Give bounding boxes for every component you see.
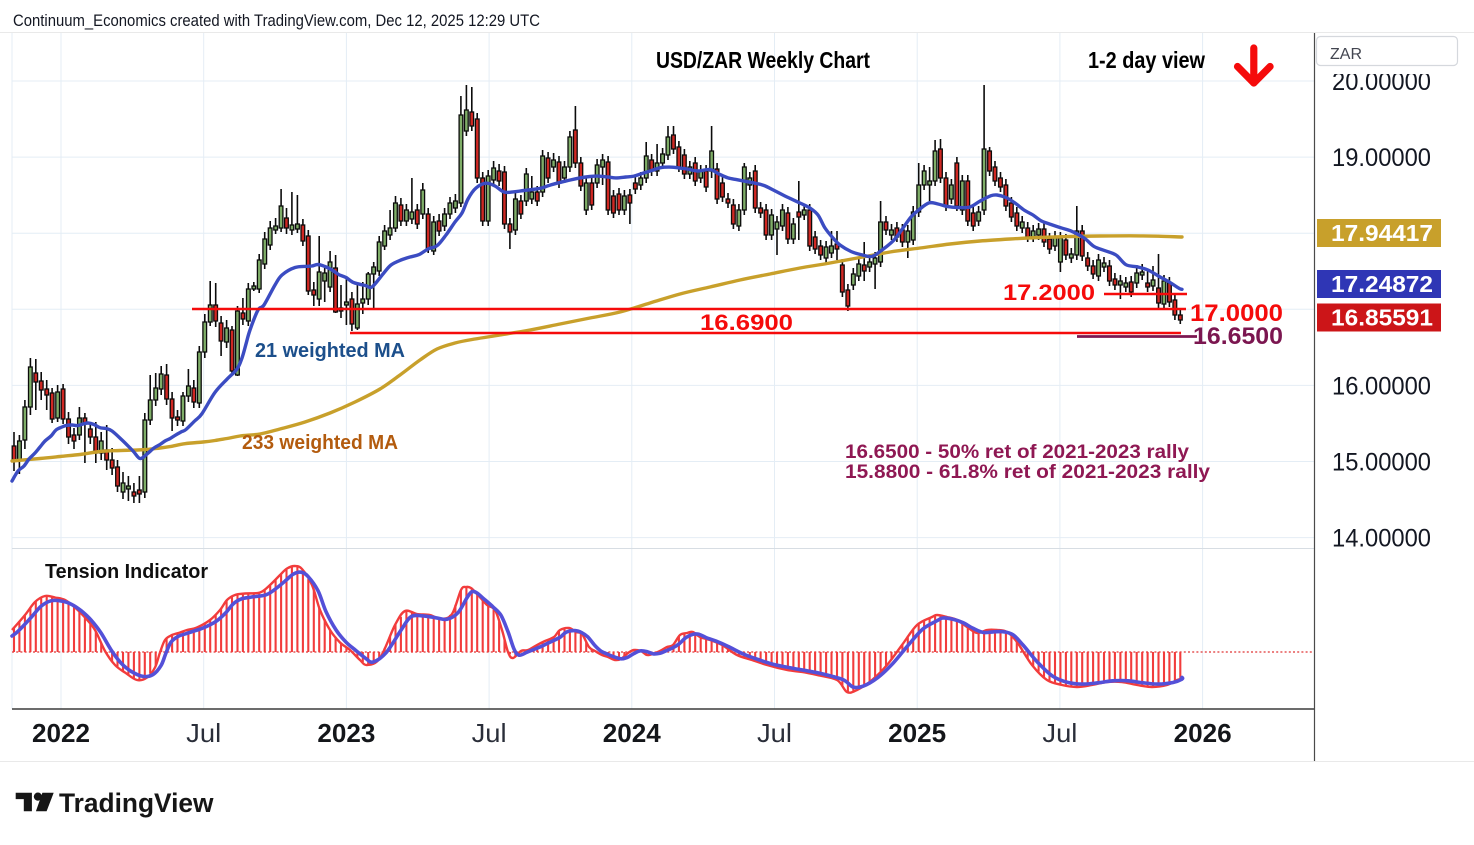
svg-text:1-2 day view: 1-2 day view — [1088, 47, 1205, 73]
svg-text:17.2000: 17.2000 — [1003, 280, 1095, 305]
svg-text:14.00000: 14.00000 — [1332, 525, 1431, 553]
svg-text:TradingView: TradingView — [59, 788, 214, 818]
svg-text:Continuum_Economics created wi: Continuum_Economics created with Trading… — [13, 12, 540, 30]
svg-text:2025: 2025 — [888, 718, 946, 748]
svg-text:Jul: Jul — [757, 718, 792, 748]
svg-text:16.6500 - 50% ret of 2021-2023: 16.6500 - 50% ret of 2021-2023 rally — [845, 442, 1189, 463]
svg-text:16.00000: 16.00000 — [1332, 372, 1431, 400]
svg-text:Jul: Jul — [186, 718, 221, 748]
svg-text:21 weighted MA: 21 weighted MA — [255, 340, 405, 362]
svg-text:Tension Indicator: Tension Indicator — [45, 561, 208, 583]
svg-text:2023: 2023 — [317, 718, 375, 748]
svg-text:16.6500: 16.6500 — [1193, 323, 1283, 350]
svg-text:16.85591: 16.85591 — [1331, 305, 1433, 331]
svg-text:15.00000: 15.00000 — [1332, 449, 1431, 477]
svg-text:17.94417: 17.94417 — [1331, 220, 1433, 246]
svg-text:17.24872: 17.24872 — [1331, 271, 1433, 297]
svg-text:2026: 2026 — [1174, 718, 1232, 748]
svg-text:Jul: Jul — [472, 718, 507, 748]
svg-text:15.8800 - 61.8% ret of 2021-20: 15.8800 - 61.8% ret of 2021-2023 rally — [845, 462, 1210, 483]
svg-text:2024: 2024 — [603, 718, 662, 748]
svg-text:17.0000: 17.0000 — [1190, 300, 1283, 327]
svg-text:233 weighted MA: 233 weighted MA — [242, 432, 398, 454]
svg-text:2022: 2022 — [32, 718, 90, 748]
svg-text:Jul: Jul — [1042, 718, 1077, 748]
svg-text:19.00000: 19.00000 — [1332, 144, 1431, 172]
svg-text:16.6900: 16.6900 — [700, 310, 793, 335]
svg-text:USD/ZAR Weekly Chart: USD/ZAR Weekly Chart — [656, 47, 870, 73]
svg-text:ZAR: ZAR — [1330, 46, 1362, 63]
